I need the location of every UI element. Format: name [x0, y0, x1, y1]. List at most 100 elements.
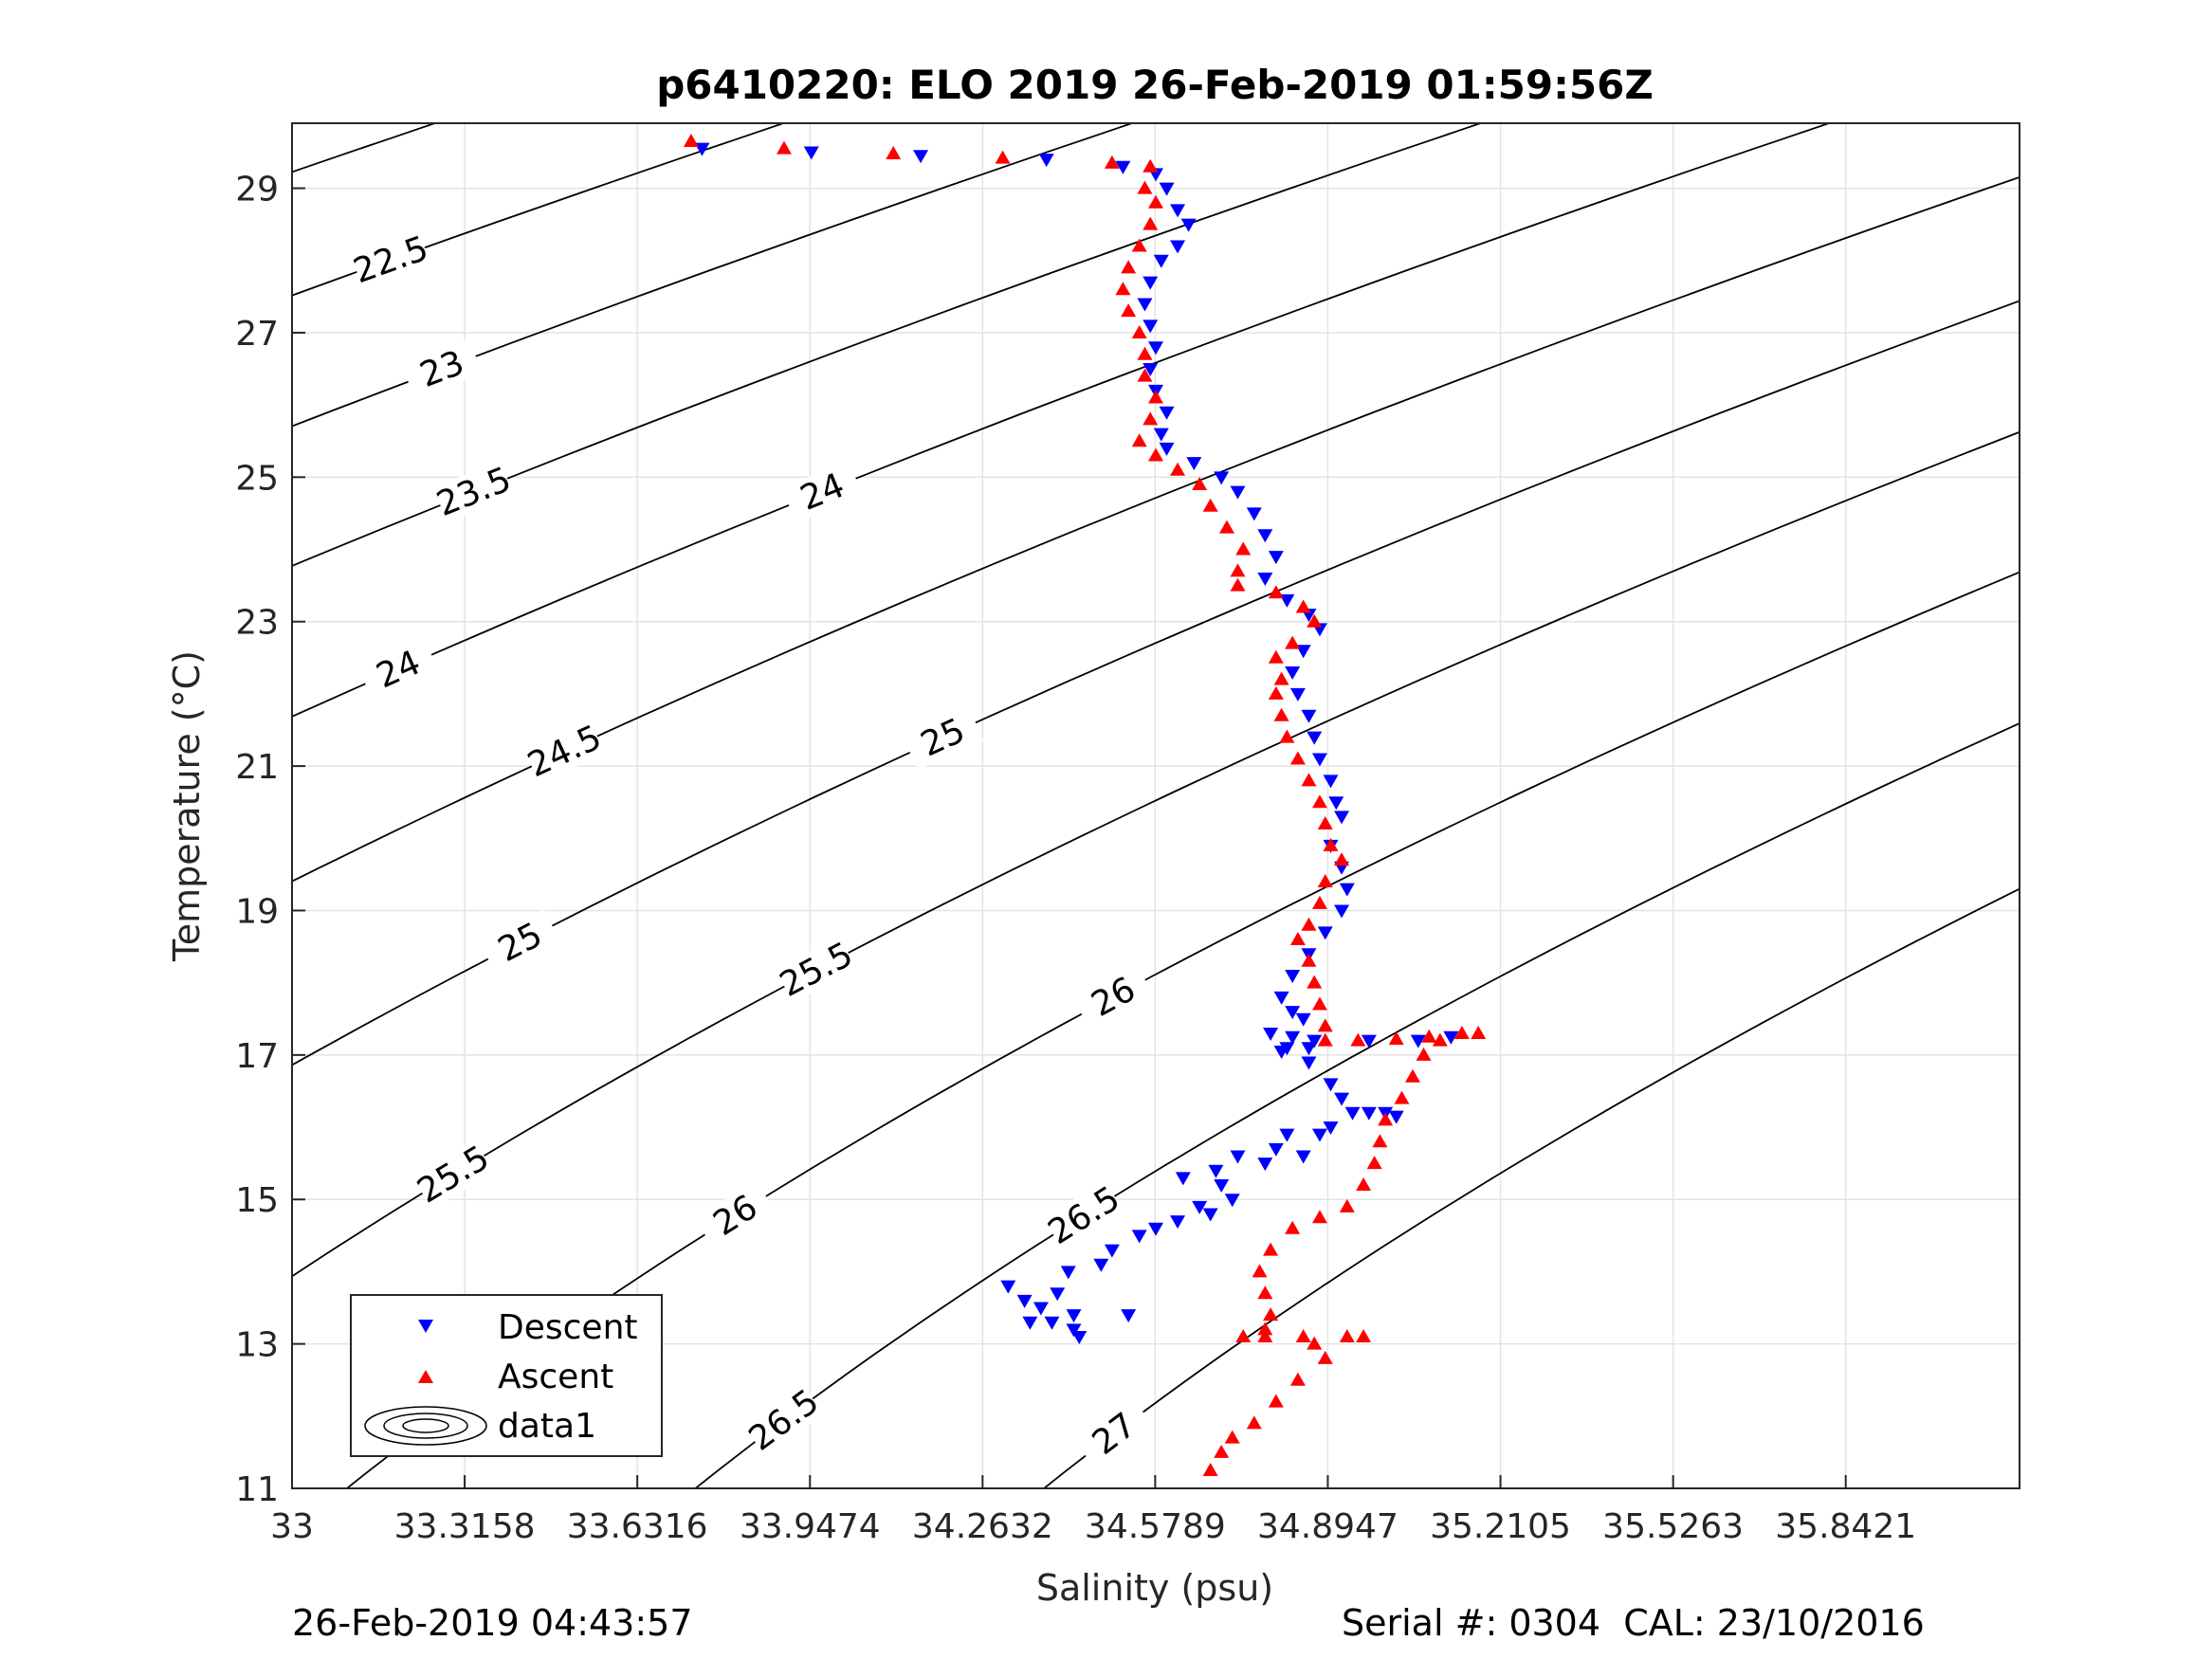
descent-point: [1301, 709, 1317, 723]
ascent-point: [1257, 1329, 1273, 1342]
descent-point: [1295, 1150, 1311, 1164]
descent-point: [1361, 1034, 1377, 1048]
descent-point: [1311, 753, 1327, 767]
ascent-point: [1268, 685, 1284, 700]
ascent-point: [1339, 1329, 1355, 1342]
isopycnal-label-bg: [694, 1179, 777, 1251]
descent-point: [1268, 551, 1284, 565]
descent-point: [1388, 1110, 1404, 1124]
descent-point: [1202, 1208, 1218, 1222]
legend: Descent Ascent data1: [350, 1294, 663, 1457]
ascent-point: [1257, 1322, 1273, 1336]
descent-point: [1285, 1030, 1301, 1045]
x-axis-label: Salinity (psu): [1036, 1567, 1273, 1609]
legend-ascent-label: Ascent: [498, 1358, 613, 1396]
ascent-point: [1143, 216, 1159, 230]
descent-point: [1170, 204, 1186, 218]
ascent-point: [1372, 1134, 1388, 1148]
ascent-point: [1295, 1329, 1311, 1342]
y-tick-label: 23: [235, 604, 279, 643]
x-tick-label: 34.8947: [1257, 1507, 1398, 1546]
ascent-point: [1268, 649, 1284, 664]
isopycnal-line: [292, 123, 1484, 567]
isopycnal-label-bg: [433, 461, 515, 523]
isopycnal-label-bg: [350, 229, 431, 290]
descent-point: [1159, 182, 1175, 196]
ascent-point: [995, 150, 1011, 164]
isopycnal-line: [345, 571, 2020, 1488]
descent-point: [1257, 1158, 1273, 1172]
descent-point: [1115, 160, 1131, 174]
descent-point: [1214, 471, 1230, 485]
ascent-point: [1317, 1032, 1333, 1047]
isopycnal-label-bg: [1043, 1179, 1124, 1251]
ascent-point: [1301, 773, 1317, 787]
descent-point: [694, 142, 710, 156]
ascent-point: [1289, 931, 1306, 945]
descent-point: [1344, 1106, 1361, 1121]
legend-data1-label: data1: [498, 1407, 596, 1446]
descent-series: [694, 142, 1459, 1344]
ascent-point: [1131, 238, 1147, 252]
ascent-point: [1235, 541, 1252, 556]
ascent-point: [1121, 260, 1137, 274]
x-tick-label: 33.9474: [740, 1507, 881, 1546]
ascent-point: [1143, 158, 1159, 173]
isopycnal-label-bg: [743, 1383, 825, 1457]
x-tick-label: 33.6316: [567, 1507, 708, 1546]
isopycnal-line: [292, 430, 2020, 1278]
y-tick-label: 15: [235, 1181, 279, 1220]
descent-point: [1257, 529, 1273, 543]
descent-point: [1071, 1331, 1088, 1344]
legend-descent-marker: [418, 1320, 433, 1333]
ascent-point: [1137, 180, 1153, 194]
descent-point: [1334, 1092, 1350, 1106]
descent-point: [1307, 731, 1323, 745]
ascent-point: [1317, 816, 1333, 830]
isopycnal-line: [694, 722, 2020, 1488]
descent-point: [1159, 406, 1175, 420]
isopycnal-label: 26.5: [1042, 1179, 1127, 1252]
ascent-point: [1148, 194, 1163, 209]
isopycnal-line: [292, 175, 2020, 883]
ascent-point: [1137, 368, 1153, 382]
descent-point: [1022, 1316, 1038, 1330]
ascent-point: [1214, 1444, 1230, 1458]
descent-point: [803, 146, 819, 160]
ascent-point: [1202, 1462, 1218, 1476]
descent-point: [1361, 1106, 1377, 1121]
y-tick-label: 13: [235, 1326, 279, 1365]
descent-point: [1285, 666, 1301, 681]
ascent-point: [1307, 975, 1323, 989]
x-tick-label: 35.2105: [1430, 1507, 1571, 1546]
descent-point: [1180, 218, 1197, 232]
ascent-point: [1131, 433, 1147, 447]
ascent-point: [683, 134, 699, 148]
isopycnal-label-bg: [1073, 1396, 1155, 1471]
ascent-point: [1257, 1285, 1273, 1300]
isopycnal-label: 22.5: [349, 229, 433, 292]
descent-point: [1311, 1128, 1327, 1142]
descent-point: [1301, 1042, 1317, 1056]
ascent-point: [1131, 324, 1147, 338]
ascent-point: [1252, 1264, 1268, 1278]
isopycnal-label-bg: [357, 637, 439, 702]
descent-point: [1307, 1034, 1323, 1048]
ascent-point: [1137, 346, 1153, 360]
descent-point: [1268, 1142, 1284, 1157]
descent-point: [1334, 811, 1350, 825]
ascent-point: [1416, 1047, 1432, 1061]
descent-point: [1230, 1150, 1246, 1164]
ascent-point: [886, 146, 902, 159]
isopycnal-label: 25.5: [411, 1139, 496, 1212]
ascent-point: [1263, 1242, 1279, 1256]
ascent-point: [1170, 462, 1186, 476]
descent-point: [1175, 1172, 1191, 1186]
descent-point: [1148, 341, 1163, 356]
ascent-point: [1230, 563, 1246, 577]
descent-point: [1143, 319, 1159, 334]
descent-point: [1148, 1222, 1163, 1236]
x-tick-label: 34.2632: [912, 1507, 1053, 1546]
ascent-point: [1148, 447, 1163, 462]
